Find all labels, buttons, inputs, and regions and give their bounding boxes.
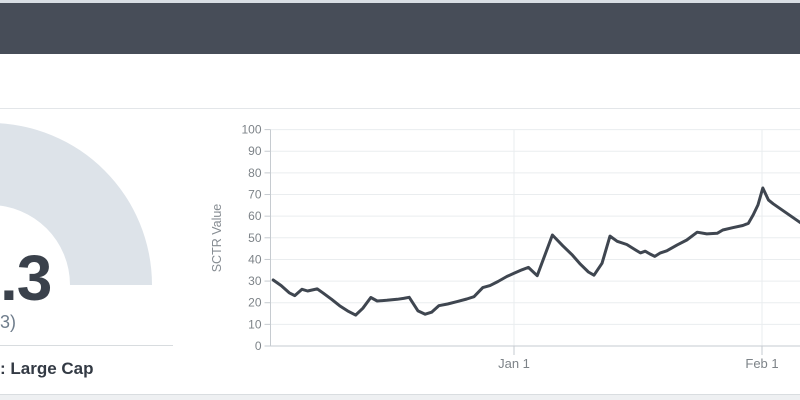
header-bar (0, 3, 800, 54)
y-tick-label: 0 (255, 339, 262, 353)
y-tick-label: 10 (248, 317, 262, 331)
sctr-line-series (271, 186, 800, 317)
y-tick-label: 80 (248, 166, 262, 180)
sctr-universe-label: : Large Cap (0, 359, 94, 378)
gauge-divider (0, 345, 173, 346)
y-tick-label: 40 (248, 252, 262, 266)
y-tick-label: 50 (248, 231, 262, 245)
y-tick-label: 100 (241, 123, 261, 137)
y-axis-title: SCTR Value (210, 204, 224, 273)
chart-plot-area[interactable]: 0 10 20 30 40 50 60 70 80 90 100 Jan 1 Feb 1 (241, 123, 800, 371)
sctr-gauge-arc (0, 123, 152, 285)
bottom-divider (0, 394, 800, 395)
sctr-value: .3 (0, 242, 52, 314)
y-tick-label: 60 (248, 209, 262, 223)
y-tick-label: 30 (248, 274, 262, 288)
bottom-band (0, 395, 800, 400)
y-tick-label: 90 (248, 144, 262, 158)
section-divider (0, 108, 800, 109)
y-tick-label: 70 (248, 188, 262, 202)
y-tick-label: 20 (248, 296, 262, 310)
sctr-previous-value: 3) (0, 312, 17, 332)
x-tick-label: Jan 1 (498, 356, 530, 371)
top-strip (0, 0, 800, 3)
x-tick-label: Feb 1 (745, 356, 778, 371)
